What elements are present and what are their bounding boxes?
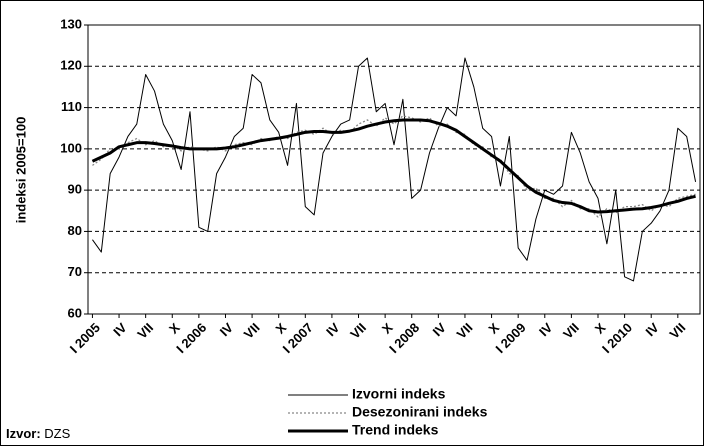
legend-label: Trend indeks bbox=[352, 422, 439, 438]
y-tick-label: 90 bbox=[68, 182, 82, 197]
series-line bbox=[92, 115, 696, 218]
series-line bbox=[91, 118, 696, 214]
legend-label: Desezonirani indeks bbox=[352, 404, 488, 420]
source-label: Izvor: bbox=[6, 426, 41, 441]
y-tick-label: 110 bbox=[61, 99, 82, 114]
legend-label: Izvorni indeks bbox=[352, 386, 446, 402]
y-tick-label: 120 bbox=[60, 58, 82, 73]
y-tick-label: 80 bbox=[68, 223, 82, 238]
source: Izvor: DZS bbox=[6, 426, 71, 441]
y-tick-label: 70 bbox=[68, 264, 82, 279]
plot-area bbox=[87, 24, 701, 315]
y-tick-label: 100 bbox=[60, 140, 82, 155]
y-tick-label: 60 bbox=[68, 305, 82, 320]
y-axis-label: indeksi 2005=100 bbox=[13, 117, 28, 224]
source-text: DZS bbox=[44, 426, 70, 441]
y-tick-label: 130 bbox=[60, 16, 82, 31]
